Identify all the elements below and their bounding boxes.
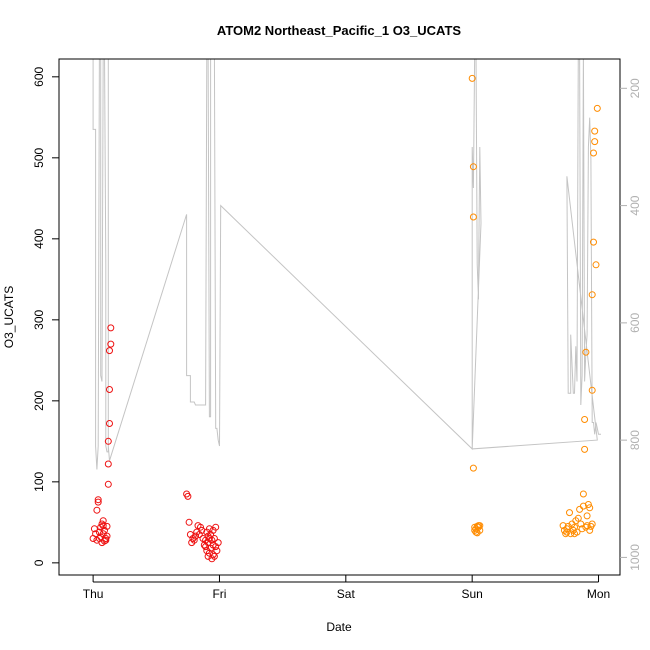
data-point <box>579 502 587 510</box>
data-point <box>210 535 218 542</box>
y2-axis: 200 400 600 800 1000 <box>620 78 642 571</box>
data-point <box>92 530 100 538</box>
data-point <box>102 536 110 544</box>
y2-tick-label: 400 <box>628 195 642 215</box>
data-point <box>205 549 213 557</box>
data-point <box>586 526 594 534</box>
data-point <box>563 525 571 533</box>
data-point <box>106 386 113 393</box>
data-point <box>476 522 484 530</box>
x-tick-label: Sat <box>337 587 356 601</box>
plot-frame <box>58 58 621 576</box>
data-point <box>591 138 599 146</box>
data-point <box>590 238 597 246</box>
y-tick-label: 500 <box>32 147 46 167</box>
y-tick-label: 200 <box>32 391 46 411</box>
data-point <box>578 525 586 533</box>
data-point <box>93 506 101 514</box>
y2-tick-label: 1000 <box>628 544 642 571</box>
y-tick-label: 300 <box>32 310 46 330</box>
data-point <box>469 163 477 171</box>
y-tick-label: 400 <box>32 228 46 248</box>
data-point <box>591 127 599 135</box>
data-point <box>104 460 112 468</box>
y-tick-label: 0 <box>32 559 46 566</box>
data-point <box>476 526 484 534</box>
data-point <box>577 520 585 528</box>
data-point <box>582 348 590 356</box>
data-point <box>588 291 596 299</box>
chart-title: ATOM2 Northeast_Pacific_1 O3_UCATS <box>217 23 462 38</box>
data-point <box>94 496 102 504</box>
data-point <box>106 347 113 355</box>
data-point <box>99 522 107 530</box>
data-point <box>90 525 98 533</box>
y-tick-label: 600 <box>32 66 46 86</box>
data-point <box>104 480 112 488</box>
data-point <box>584 501 592 508</box>
data-point <box>579 490 587 498</box>
data-point <box>586 504 594 512</box>
data-point <box>107 340 115 348</box>
gray-line <box>92 59 601 470</box>
data-point <box>581 445 589 453</box>
gray-line-layer <box>92 59 601 470</box>
data-point <box>94 498 102 506</box>
data-point <box>210 552 218 560</box>
data-point <box>592 261 600 269</box>
data-point <box>583 512 591 520</box>
data-point <box>566 509 573 517</box>
y2-tick-label: 200 <box>628 78 642 98</box>
y2-tick-label: 600 <box>628 313 642 333</box>
data-point <box>103 522 111 530</box>
data-point <box>562 530 570 538</box>
points-layer <box>89 74 601 563</box>
x-tick-label: Sun <box>461 587 482 601</box>
data-point <box>197 523 204 531</box>
data-point <box>200 541 208 549</box>
data-point <box>576 505 584 513</box>
y-axis: 0 100 200 300 400 500 600 <box>32 66 59 566</box>
data-point <box>184 492 192 500</box>
data-point <box>469 464 477 472</box>
data-point <box>99 517 107 525</box>
data-point <box>209 526 217 534</box>
data-point <box>469 213 477 221</box>
data-point <box>106 420 113 427</box>
data-point <box>213 547 221 555</box>
data-point <box>204 532 212 540</box>
data-point <box>198 526 206 534</box>
data-point <box>190 536 198 544</box>
y-tick-label: 100 <box>32 472 46 492</box>
data-point <box>571 530 578 538</box>
data-point <box>185 518 193 526</box>
x-tick-label: Thu <box>83 587 104 601</box>
data-point <box>101 537 108 545</box>
data-point <box>588 520 596 528</box>
data-point <box>468 74 476 82</box>
data-point <box>581 416 589 423</box>
data-point <box>192 532 199 540</box>
x-tick-label: Mon <box>587 587 610 601</box>
data-point <box>590 149 597 157</box>
x-axis-label: Date <box>326 620 352 634</box>
data-point <box>202 543 210 551</box>
x-axis: Thu Fri Sat Sun Mon <box>83 575 610 601</box>
y-axis-label: O3_UCATS <box>2 286 16 348</box>
y2-tick-label: 800 <box>628 430 642 450</box>
data-point <box>569 526 577 534</box>
data-point <box>209 551 217 559</box>
data-point <box>588 386 596 394</box>
data-point <box>104 437 112 445</box>
data-point <box>205 525 213 533</box>
data-point <box>574 514 582 522</box>
data-point <box>214 539 222 547</box>
data-point <box>593 104 601 112</box>
x-tick-label: Fri <box>212 587 226 601</box>
data-point <box>107 324 115 332</box>
